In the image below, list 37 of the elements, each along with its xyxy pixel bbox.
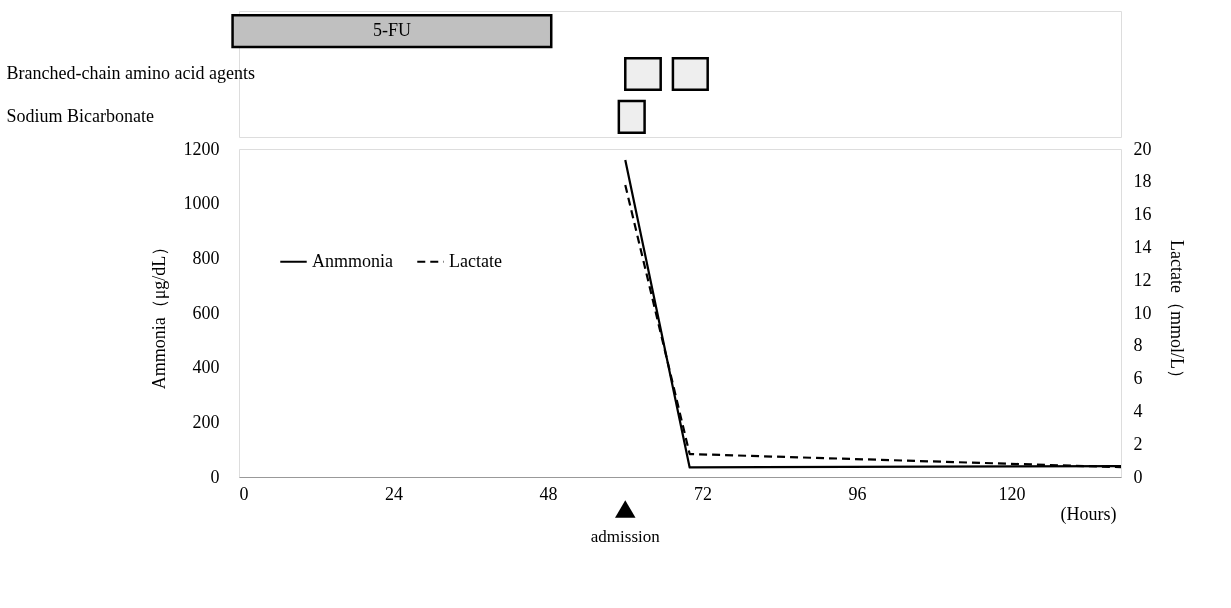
x-tick-label: 96 <box>848 483 867 504</box>
y2-tick-label: 0 <box>1133 466 1143 487</box>
y-tick-label: 0 <box>210 466 220 487</box>
y2-tick-label: 16 <box>1133 204 1152 225</box>
y2-tick-label: 10 <box>1133 302 1152 323</box>
x-tick-label: 48 <box>539 483 558 504</box>
y2-tick-label: 12 <box>1133 269 1152 290</box>
bar <box>624 56 662 92</box>
legend-label: Anmmonia <box>312 250 393 271</box>
legend-label: Lactate <box>449 250 502 271</box>
y2-tick-label: 6 <box>1133 368 1143 389</box>
annotation: 5-FU <box>372 20 411 41</box>
y-tick-label: Sodium Bicarbonate <box>6 105 154 126</box>
bar <box>231 14 553 49</box>
bar <box>617 99 646 134</box>
y2-axis-title: Lactate（mmol/L） <box>1166 240 1187 387</box>
y2-tick-label: 2 <box>1133 433 1143 454</box>
y-axis-title: Ammonia（μg/dL） <box>148 237 169 390</box>
y-tick-label: 600 <box>192 302 220 323</box>
y-tick-label: 1200 <box>183 138 220 159</box>
y-tick-label: Branched-chain amino acid agents <box>6 63 255 83</box>
x-tick-label: 0 <box>239 483 249 504</box>
y-tick-label: 400 <box>192 357 220 378</box>
y2-tick-label: 14 <box>1133 236 1152 257</box>
y2-tick-label: 4 <box>1133 400 1143 421</box>
x-tick-label: 24 <box>385 483 404 504</box>
y-tick-label: 200 <box>192 411 220 432</box>
x-tick-label: 72 <box>694 483 713 504</box>
y-tick-label: 1000 <box>183 193 220 214</box>
bar <box>671 56 709 92</box>
x-axis-title: (Hours) <box>1060 503 1117 525</box>
text: admission <box>590 527 661 546</box>
x-tick-label: 120 <box>998 483 1026 504</box>
y2-tick-label: 20 <box>1133 138 1152 159</box>
y2-tick-label: 18 <box>1133 171 1152 192</box>
y-tick-label: 800 <box>192 247 220 268</box>
y2-tick-label: 8 <box>1133 335 1143 356</box>
